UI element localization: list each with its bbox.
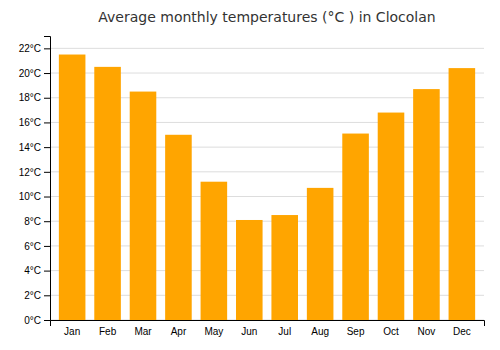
x-tick: Apr	[171, 326, 187, 337]
y-axis-line	[44, 37, 51, 321]
y-tick-label: 4°C	[24, 265, 41, 276]
y-tick-label: 0°C	[24, 315, 41, 326]
y-tick-mark	[44, 221, 50, 222]
y-tick-label: 10°C	[19, 191, 41, 202]
x-tick-label: Jul	[278, 326, 291, 337]
x-tick: May	[204, 326, 223, 337]
x-tick: Jan	[64, 326, 80, 337]
y-tick-mark	[44, 295, 50, 296]
y-tick: 18°C	[19, 92, 50, 103]
title: Average monthly temperatures (°C ) in Cl…	[98, 9, 435, 25]
x-tick-label: Apr	[171, 326, 187, 337]
y-tick-mark	[44, 147, 50, 148]
chart: 0°C 2°C 4°C 6°C 8°C 10°C 12°C 14°C 16°C 18°C 20°C 2…	[0, 0, 500, 350]
bar	[236, 220, 263, 320]
bar	[378, 113, 405, 320]
x-tick-label: Jun	[241, 326, 257, 337]
y-tick: 0°C	[24, 315, 50, 326]
x-tick-label: Aug	[311, 326, 329, 337]
y-tick-label: 2°C	[24, 290, 41, 301]
x-tick: Feb	[99, 326, 117, 337]
bar	[307, 188, 334, 320]
y-tick-label: 12°C	[19, 167, 41, 178]
x-tick-label: Feb	[99, 326, 117, 337]
y-tick: 6°C	[24, 241, 50, 252]
y-tick: 8°C	[24, 216, 50, 227]
bar	[271, 215, 298, 320]
y-tick: 22°C	[19, 43, 50, 54]
bar	[449, 68, 476, 320]
x-tick: Aug	[311, 326, 329, 337]
x-tick: Sep	[347, 326, 365, 337]
y-tick: 2°C	[24, 290, 50, 301]
grid-line	[50, 48, 484, 49]
y-tick-mark	[44, 320, 50, 321]
y-tick-mark	[44, 271, 50, 272]
plot: 0°C 2°C 4°C 6°C 8°C 10°C 12°C 14°C 16°C 18°C 20°C 2…	[19, 37, 485, 338]
y-tick-mark	[44, 73, 50, 74]
bar	[342, 134, 369, 320]
grid	[50, 48, 484, 320]
x-tick-label: Sep	[347, 326, 365, 337]
y-tick: 12°C	[19, 167, 50, 178]
x-tick-label: Nov	[418, 326, 436, 337]
y-tick-mark	[44, 197, 50, 198]
bar	[130, 92, 157, 320]
y-tick: 14°C	[19, 142, 50, 153]
y-tick: 4°C	[24, 265, 50, 276]
y-tick-mark	[44, 98, 50, 99]
y-tick-label: 18°C	[19, 92, 41, 103]
y-tick-mark	[44, 122, 50, 123]
x-tick: Nov	[418, 326, 436, 337]
y-tick-mark	[44, 172, 50, 173]
y-axis: 0°C 2°C 4°C 6°C 8°C 10°C 12°C 14°C 16°C 18°C 20°C 2…	[19, 37, 51, 326]
y-tick: 10°C	[19, 191, 50, 202]
x-tick: Dec	[453, 326, 471, 337]
y-tick-label: 6°C	[24, 241, 41, 252]
y-tick-mark	[44, 246, 50, 247]
x-tick: Jun	[241, 326, 257, 337]
y-tick-label: 16°C	[19, 117, 41, 128]
bar	[59, 55, 86, 320]
bar	[94, 67, 121, 320]
y-tick: 20°C	[19, 68, 50, 79]
y-tick: 16°C	[19, 117, 50, 128]
x-tick: Jul	[278, 326, 291, 337]
y-tick-mark	[44, 48, 50, 49]
y-tick-label: 14°C	[19, 142, 41, 153]
x-tick: Mar	[134, 326, 152, 337]
x-tick-label: Oct	[383, 326, 399, 337]
y-tick-label: 22°C	[19, 43, 41, 54]
bars	[59, 55, 475, 320]
x-tick-label: May	[204, 326, 223, 337]
x-tick-label: Mar	[134, 326, 152, 337]
bar	[165, 135, 192, 320]
y-tick-label: 8°C	[24, 216, 41, 227]
bar	[413, 89, 440, 320]
y-tick-label: 20°C	[19, 68, 41, 79]
x-tick-label: Dec	[453, 326, 471, 337]
x-tick: Oct	[383, 326, 399, 337]
x-axis: Jan Feb Mar Apr May Jun Jul Aug Sep Oct Nov Dec	[51, 321, 485, 338]
bar	[201, 182, 228, 320]
x-tick-label: Jan	[64, 326, 80, 337]
